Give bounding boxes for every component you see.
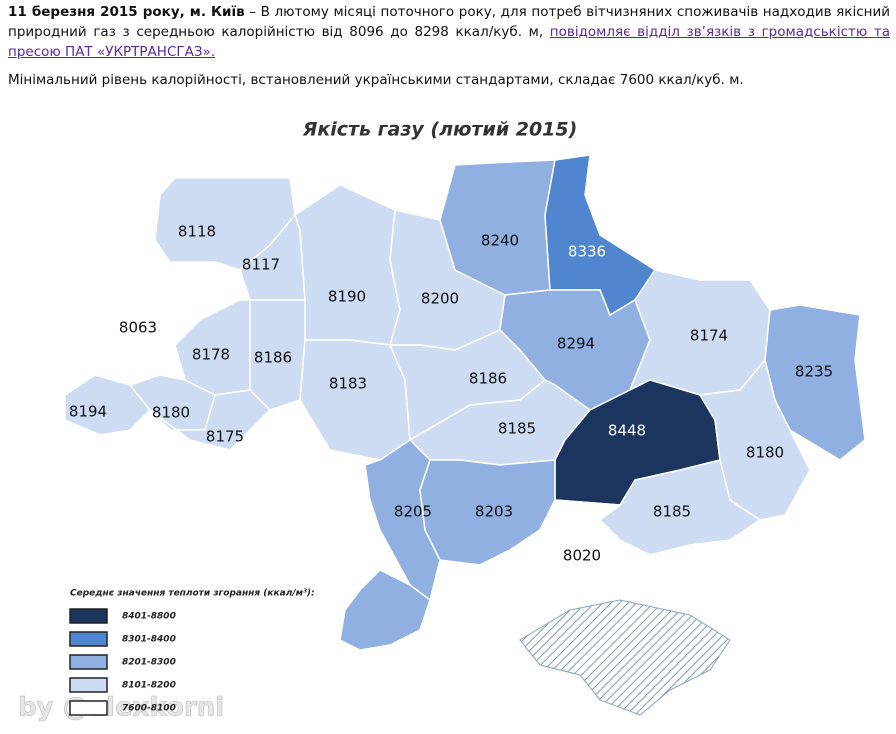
region [299,339,411,461]
region-label: 8118 [178,223,216,241]
legend-swatch [69,631,108,647]
region-label: 8020 [563,547,601,565]
region-label: 8180 [746,444,784,462]
region-label: 8205 [394,503,432,521]
region-label: 8186 [254,349,292,367]
region-label: 8175 [206,428,244,446]
region-label: 8294 [557,335,595,353]
watermark: by @alexkorni [18,693,224,723]
paragraph: 11 березня 2015 року, м. Київ – В лютому… [8,2,890,62]
map-title: Якість газу (лютий 2015) [302,119,578,141]
region [478,499,652,601]
legend-label: 8101-8200 [122,681,176,691]
region-label: 8174 [690,327,728,345]
legend-swatch [69,608,108,624]
region-label: 8200 [421,290,459,308]
region-label: 8117 [242,256,280,274]
region-label: 8185 [653,503,691,521]
region-label: 8185 [498,420,536,438]
region-label: 8183 [329,375,367,393]
region-label: 8063 [119,319,157,337]
legend-label: 8401-8800 [122,612,176,622]
legend-title: Середнє значення теплоти згорання (ккал/… [70,589,315,599]
region-label: 8194 [69,403,107,421]
region-label: 8235 [795,363,833,381]
paragraph: Мінімальний рівень калорійності, встанов… [8,72,744,88]
region-label: 8178 [192,346,230,364]
legend-label: 8201-8300 [122,658,176,668]
region [339,569,431,651]
article: 11 березня 2015 року, м. Київ – В лютому… [8,2,890,98]
legend-swatch [69,677,108,693]
legend-label: 8301-8400 [122,635,176,645]
region [64,374,152,436]
region-label: 8180 [152,404,190,422]
crimea [519,599,731,716]
region-label: 8190 [328,288,366,306]
region-label: 8203 [475,503,513,521]
region-label: 8336 [568,243,606,261]
region-label: 8448 [608,422,646,440]
region [149,389,272,451]
region-label: 8186 [469,370,507,388]
text: – В лютому місяці поточного року, для по… [8,4,891,40]
link[interactable]: повідомляє відділ зв’язків з громадськіс… [8,24,891,60]
lead: 11 березня 2015 року, м. Київ [8,4,245,20]
legend-swatch [69,700,108,716]
region-label: 8240 [481,232,519,250]
legend-label: 7600-8100 [122,704,176,714]
legend-swatch [69,654,108,670]
region [294,184,401,346]
